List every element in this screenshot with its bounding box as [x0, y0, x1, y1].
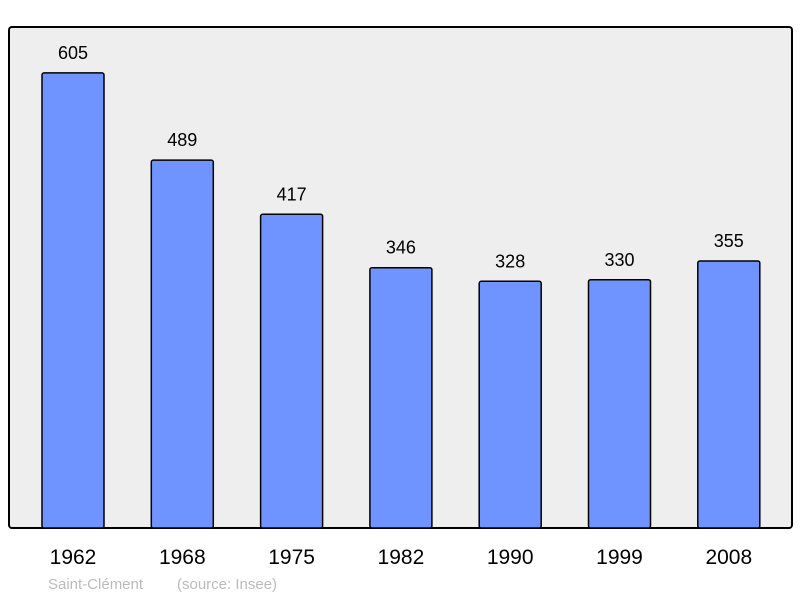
bar-1999 [587, 279, 652, 529]
x-tick-1975: 1975 [268, 546, 315, 569]
data-label-1975: 417 [277, 184, 307, 204]
x-tick-1968: 1968 [159, 546, 206, 569]
data-label-1968: 489 [167, 130, 197, 150]
x-tick-1990: 1990 [487, 546, 534, 569]
x-tick-2008: 2008 [705, 546, 752, 569]
bar-1990 [478, 280, 542, 529]
bar-1962 [41, 72, 105, 529]
x-tick-1999: 1999 [596, 546, 643, 569]
data-label-1999: 330 [604, 250, 634, 270]
x-tick-1982: 1982 [378, 546, 425, 569]
bar-1968 [150, 159, 215, 529]
x-tick-1962: 1962 [50, 546, 97, 569]
bar-1982 [369, 266, 433, 529]
data-label-1982: 346 [386, 238, 416, 258]
data-label-1990: 328 [495, 251, 525, 271]
footer-place: Saint-Clément [48, 576, 144, 593]
bar-1975 [259, 213, 324, 529]
bar-2008 [697, 260, 761, 529]
footer-source: (source: Insee) [177, 576, 277, 593]
data-label-2008: 355 [714, 231, 744, 251]
data-label-1962: 605 [58, 43, 88, 63]
